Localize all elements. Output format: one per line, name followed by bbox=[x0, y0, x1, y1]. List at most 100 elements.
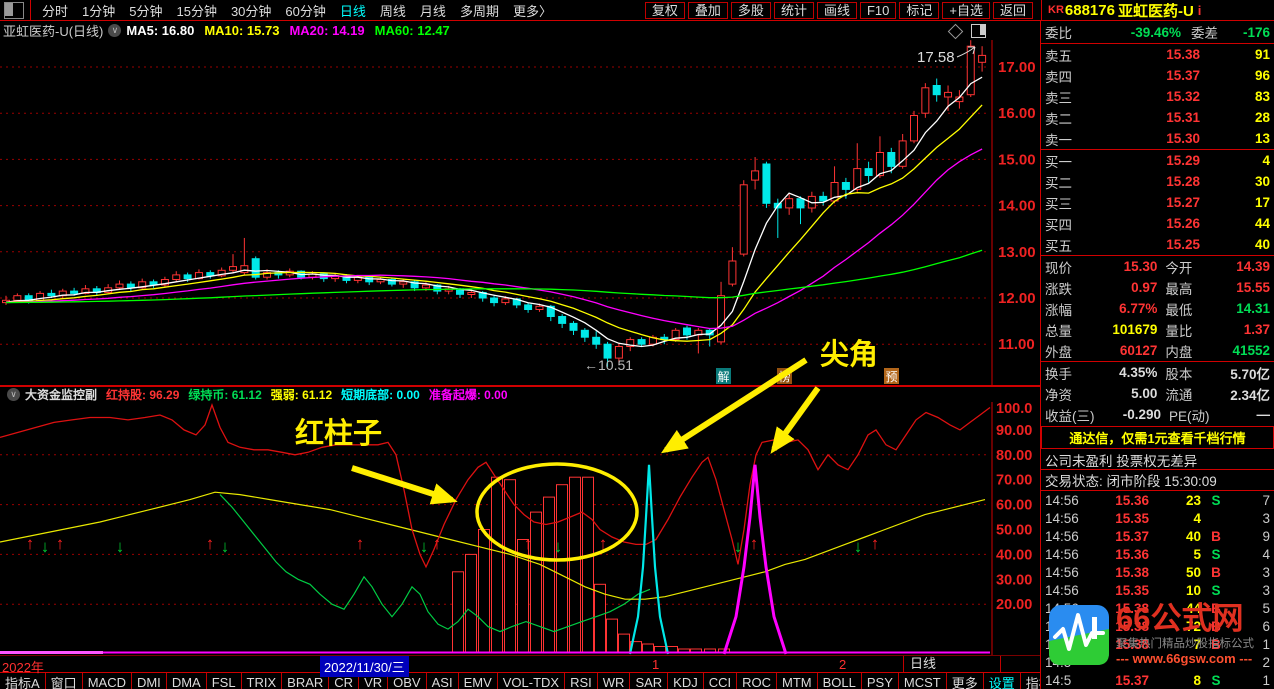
watermark-text: 66公式网 聚集热门精品炒股指标公式 --- www.66gsw.com --- bbox=[1116, 603, 1254, 667]
menu-5分钟[interactable]: 5分钟 bbox=[129, 3, 163, 19]
tab-KDJ[interactable]: KDJ bbox=[668, 673, 704, 689]
trade-count: 3 bbox=[1262, 582, 1270, 598]
stat-label: 涨幅 bbox=[1045, 302, 1072, 318]
axis-month-mark: 2 bbox=[839, 657, 847, 672]
bid-row[interactable]: 买一 15.29 4 bbox=[1041, 149, 1274, 171]
trading-status: 交易状态: 闭市阶段 15:30:09 bbox=[1041, 470, 1274, 491]
stat-label: 最低 bbox=[1165, 302, 1193, 318]
promo-banner[interactable]: 通达信，仅需1元查看千档行情 bbox=[1041, 426, 1274, 449]
ma-label: MA60: 12.47 bbox=[374, 23, 450, 38]
toolbar-button-叠加[interactable]: 叠加 bbox=[687, 1, 728, 19]
toolbar-button-复权[interactable]: 复权 bbox=[644, 1, 685, 19]
stat-value: 2.34亿 bbox=[1230, 387, 1270, 403]
tab-窗口[interactable]: 窗口 bbox=[46, 673, 83, 689]
svg-text:↓: ↓ bbox=[734, 537, 743, 556]
menu-多周期[interactable]: 多周期 bbox=[459, 3, 499, 19]
menu-日线[interactable]: 日线 bbox=[339, 3, 366, 19]
tab-更多[interactable]: 更多 bbox=[947, 673, 984, 689]
stat-label: PE(动) bbox=[1169, 408, 1210, 424]
ask-row[interactable]: 卖五 15.38 91 bbox=[1041, 43, 1274, 65]
svg-text:↓: ↓ bbox=[854, 537, 863, 556]
bid-row[interactable]: 买二 15.28 30 bbox=[1041, 171, 1274, 192]
menu-30分钟[interactable]: 30分钟 bbox=[230, 3, 272, 19]
ask-row[interactable]: 卖二 15.31 28 bbox=[1041, 107, 1274, 128]
window-split-icon[interactable] bbox=[4, 1, 24, 19]
trade-side: B bbox=[1211, 636, 1221, 652]
tab-MTM[interactable]: MTM bbox=[777, 673, 818, 689]
menu-15分钟[interactable]: 15分钟 bbox=[176, 3, 217, 19]
svg-text:预: 预 bbox=[886, 370, 898, 384]
period-label[interactable]: 日线 bbox=[903, 656, 1001, 672]
tab-VOL-TDX[interactable]: VOL-TDX bbox=[498, 673, 566, 689]
collapse-icon[interactable]: ∨ bbox=[108, 24, 122, 37]
level-label: 卖一 bbox=[1045, 132, 1072, 148]
split-view-icon[interactable] bbox=[971, 24, 986, 38]
bid-row[interactable]: 买四 15.26 44 bbox=[1041, 213, 1274, 234]
menu-更多〉[interactable]: 更多〉 bbox=[512, 3, 552, 19]
menu-1分钟[interactable]: 1分钟 bbox=[82, 3, 116, 19]
menu-周线[interactable]: 周线 bbox=[379, 3, 406, 19]
tab-MACD[interactable]: MACD bbox=[83, 673, 132, 689]
collapse-icon[interactable]: ∨ bbox=[7, 388, 20, 401]
ask-row[interactable]: 卖四 15.37 96 bbox=[1041, 65, 1274, 86]
sub-indicator-chart[interactable]: 100.0 90.00 80.00 70.00 60.00 50.00 40.00 30.00… bbox=[0, 402, 1040, 655]
bid-row[interactable]: 买三 15.27 17 bbox=[1041, 192, 1274, 213]
tab-OBV[interactable]: OBV bbox=[388, 673, 427, 689]
ask-row[interactable]: 卖三 15.32 83 bbox=[1041, 86, 1274, 107]
toolbar-button-F10[interactable]: F10 bbox=[859, 1, 897, 19]
indicator-param: 绿持币: 61.12 bbox=[188, 388, 262, 402]
toolbar-button-返回[interactable]: 返回 bbox=[992, 1, 1033, 19]
diamond-icon[interactable] bbox=[947, 23, 964, 39]
tab-DMA[interactable]: DMA bbox=[167, 673, 207, 689]
tab-FSL[interactable]: FSL bbox=[207, 673, 242, 689]
tab-设置[interactable]: 设置 bbox=[984, 673, 1021, 689]
stat-row: 换手 4.35% 股本 5.70亿 bbox=[1041, 361, 1274, 383]
tab-指标A[interactable]: 指标A bbox=[0, 673, 46, 689]
toolbar-button-多股[interactable]: 多股 bbox=[730, 1, 771, 19]
svg-text:↓: ↓ bbox=[221, 537, 230, 556]
toolbar-button-画线[interactable]: 画线 bbox=[816, 1, 857, 19]
menu-60分钟[interactable]: 60分钟 bbox=[285, 3, 326, 19]
stat-row: 外盘 60127 内盘 41552 bbox=[1041, 340, 1274, 361]
bid-row[interactable]: 买五 15.25 40 bbox=[1041, 234, 1274, 255]
tab-BOLL[interactable]: BOLL bbox=[818, 673, 862, 689]
tab-CR[interactable]: CR bbox=[329, 673, 360, 689]
tab-ASI[interactable]: ASI bbox=[427, 673, 459, 689]
trade-row: 14:56 15.35 10 S 3 bbox=[1041, 581, 1274, 599]
tab-ROC[interactable]: ROC bbox=[737, 673, 778, 689]
selected-date[interactable]: 2022/11/30/三 bbox=[320, 656, 409, 677]
trade-row: 14:5 15.37 8 S 1 bbox=[1041, 671, 1274, 689]
menu-月线[interactable]: 月线 bbox=[419, 3, 446, 19]
trade-volume: 40 bbox=[1185, 528, 1201, 544]
tab-MCST[interactable]: MCST bbox=[899, 673, 947, 689]
tab-CCI[interactable]: CCI bbox=[704, 673, 738, 689]
tab-VR[interactable]: VR bbox=[359, 673, 389, 689]
trade-price: 15.35 bbox=[1115, 510, 1149, 526]
tab-DMI[interactable]: DMI bbox=[132, 673, 167, 689]
trade-volume: 50 bbox=[1185, 564, 1201, 580]
tab-RSI[interactable]: RSI bbox=[565, 673, 598, 689]
tab-SAR[interactable]: SAR bbox=[630, 673, 669, 689]
level-label: 买四 bbox=[1045, 217, 1072, 233]
trade-row: 14:56 15.38 50 B 3 bbox=[1041, 563, 1274, 581]
trade-side: S bbox=[1211, 582, 1221, 598]
main-candlestick-chart[interactable]: 17.00 16.00 15.00 14.00 13.00 12.00 11.00 17.58… bbox=[0, 40, 1040, 385]
info-icon[interactable]: i bbox=[1197, 2, 1202, 18]
tab-BRAR[interactable]: BRAR bbox=[282, 673, 330, 689]
stat-label: 量比 bbox=[1165, 323, 1193, 339]
tab-TRIX[interactable]: TRIX bbox=[242, 673, 283, 689]
toolbar-button-+自选[interactable]: +自选 bbox=[942, 1, 990, 19]
stock-code: 688176 bbox=[1064, 1, 1115, 19]
svg-text:40.00: 40.00 bbox=[996, 547, 1032, 563]
toolbar-button-统计[interactable]: 统计 bbox=[773, 1, 814, 19]
svg-text:↑: ↑ bbox=[26, 534, 35, 553]
toolbar-button-标记[interactable]: 标记 bbox=[899, 1, 940, 19]
tab-WR[interactable]: WR bbox=[598, 673, 631, 689]
tab-PSY[interactable]: PSY bbox=[862, 673, 899, 689]
company-notice: 公司未盈利 投票权无差异 bbox=[1041, 450, 1274, 470]
trade-count: 5 bbox=[1262, 600, 1270, 616]
ma-label: MA20: 14.19 bbox=[289, 23, 365, 38]
ask-row[interactable]: 卖一 15.30 13 bbox=[1041, 128, 1274, 149]
tab-EMV[interactable]: EMV bbox=[459, 673, 498, 689]
menu-分时[interactable]: 分时 bbox=[42, 3, 69, 19]
